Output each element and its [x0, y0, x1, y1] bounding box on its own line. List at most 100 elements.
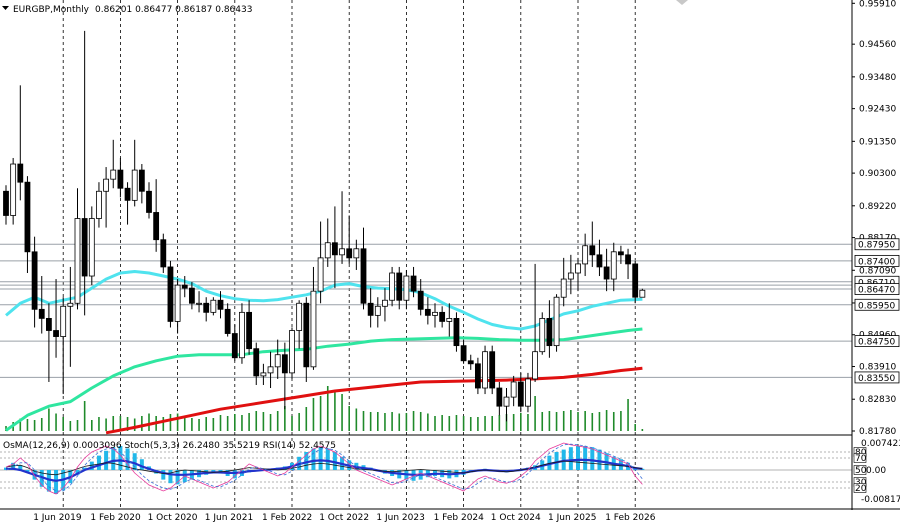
price-tick-label: 0.92430 — [859, 105, 896, 115]
time-tick-label: 1 Jun 2021 — [205, 513, 253, 523]
candle-bullish — [88, 218, 95, 277]
indicator-level-box — [853, 483, 867, 493]
candle-bullish — [260, 372, 267, 377]
price-level-label: 0.87400 — [858, 257, 895, 267]
candle-bearish — [31, 251, 38, 310]
price-level-box — [854, 298, 900, 311]
price-tick-label: 0.81780 — [859, 427, 896, 437]
dropdown-triangle-icon[interactable] — [2, 6, 9, 10]
candle-bearish — [632, 263, 639, 298]
price-tick-label: 0.91350 — [859, 137, 896, 147]
time-tick-label: 1 Feb 2022 — [262, 513, 312, 523]
price-tick-label: 0.89220 — [859, 202, 896, 212]
price-level-box — [854, 283, 900, 295]
candle-bearish — [138, 169, 145, 192]
candle-bullish — [553, 296, 560, 347]
price-level-box — [854, 335, 900, 348]
candle-bullish — [196, 302, 202, 305]
price-level-label: 0.83550 — [858, 374, 895, 384]
candle-bullish — [10, 163, 17, 216]
price-level-label: 0.84750 — [858, 338, 895, 348]
time-axis: 1 Jun 2019 1 Feb 2020 1 Oct 2020 1 Jun 2021… — [33, 513, 656, 523]
candle-bullish — [317, 257, 324, 292]
indicator-level-label: 50 — [855, 466, 867, 476]
candle-bullish — [532, 351, 538, 380]
indicator-min-label: -0.0081723 — [861, 495, 900, 505]
price-tick-label: 0.82830 — [859, 395, 896, 405]
candle-bullish — [210, 299, 217, 313]
indicator-level-box — [853, 453, 867, 463]
indicator-level-box — [853, 465, 867, 475]
time-tick-label: 1 Feb 2026 — [605, 513, 656, 523]
candle-bullish — [174, 284, 181, 322]
candle-bearish — [167, 266, 174, 322]
candle-bullish — [274, 354, 281, 368]
candle-bearish — [46, 318, 52, 331]
candle-bearish — [217, 299, 224, 310]
price-level-box — [854, 371, 900, 384]
price-level-label: 0.87950 — [858, 241, 895, 251]
candle-bearish — [124, 187, 131, 201]
candle-bullish — [382, 299, 388, 307]
candle-bullish — [389, 272, 396, 301]
time-tick-label: 1 Feb 2020 — [90, 513, 141, 523]
candle-bearish — [224, 308, 231, 334]
candle-bullish — [567, 272, 574, 280]
indicator-level-label: 30 — [855, 478, 867, 488]
candle-bearish — [24, 181, 31, 253]
candle-bullish — [575, 263, 581, 274]
candle-bearish — [146, 190, 152, 213]
candle-bullish — [610, 251, 617, 280]
candle-bearish — [517, 381, 524, 407]
price-tick-label: 0.90300 — [859, 169, 896, 179]
candle-bearish — [589, 245, 596, 256]
candle-bearish — [618, 251, 624, 256]
candle-bullish — [131, 169, 138, 201]
candle-bullish — [525, 378, 531, 407]
candle-bearish — [360, 248, 367, 304]
rsi-line — [5, 460, 643, 476]
price-level-box — [854, 254, 900, 267]
candle-bullish — [96, 190, 102, 219]
grid-layer — [62, 0, 636, 509]
time-tick-label: 1 Feb 2024 — [434, 513, 485, 523]
candle-bullish — [353, 248, 360, 259]
price-level-label: 0.85950 — [858, 301, 895, 311]
candle-bearish — [546, 318, 553, 347]
candle-bearish — [81, 218, 88, 277]
candle-bullish — [432, 311, 438, 316]
chart-header: EURGBP,Monthly 0.86201 0.86477 0.86187 0… — [2, 5, 252, 15]
candle-bullish — [110, 169, 117, 180]
price-tick-label: 0.94560 — [859, 40, 896, 50]
time-tick-label: 1 Oct 2020 — [148, 513, 198, 523]
candle-bullish — [74, 218, 81, 304]
ohlc-values: 0.86201 0.86477 0.86187 0.86433 — [95, 5, 252, 15]
candle-bearish — [303, 302, 310, 368]
candle-bearish — [496, 387, 503, 407]
candle-bearish — [117, 169, 124, 189]
candle-bullish — [503, 396, 510, 407]
candle-bearish — [181, 284, 188, 289]
candle-bullish — [446, 318, 453, 322]
candle-bullish — [539, 318, 546, 353]
candle-bullish — [510, 381, 517, 398]
candle-bullish — [482, 351, 488, 389]
price-axis: 0.95910 0.94560 0.93480 0.92430 0.91350 0.903… — [0, 0, 900, 510]
candle-bearish — [160, 239, 167, 268]
candle-bullish — [289, 330, 295, 374]
candle-bullish — [60, 305, 67, 337]
candle-bearish — [410, 275, 417, 292]
moving-average-slow — [105, 366, 643, 435]
indicator-max-label: 0.0074235 — [861, 439, 900, 449]
indicator-zero-label: 0.00 — [866, 466, 886, 476]
candle-bullish — [67, 302, 74, 307]
candle-bearish — [596, 254, 603, 268]
candle-bullish — [339, 248, 345, 256]
indicator-level-label: 20 — [855, 484, 867, 494]
price-level-box — [854, 238, 900, 251]
candle-bearish — [281, 354, 288, 374]
chart-shift-marker-icon[interactable] — [676, 0, 688, 5]
